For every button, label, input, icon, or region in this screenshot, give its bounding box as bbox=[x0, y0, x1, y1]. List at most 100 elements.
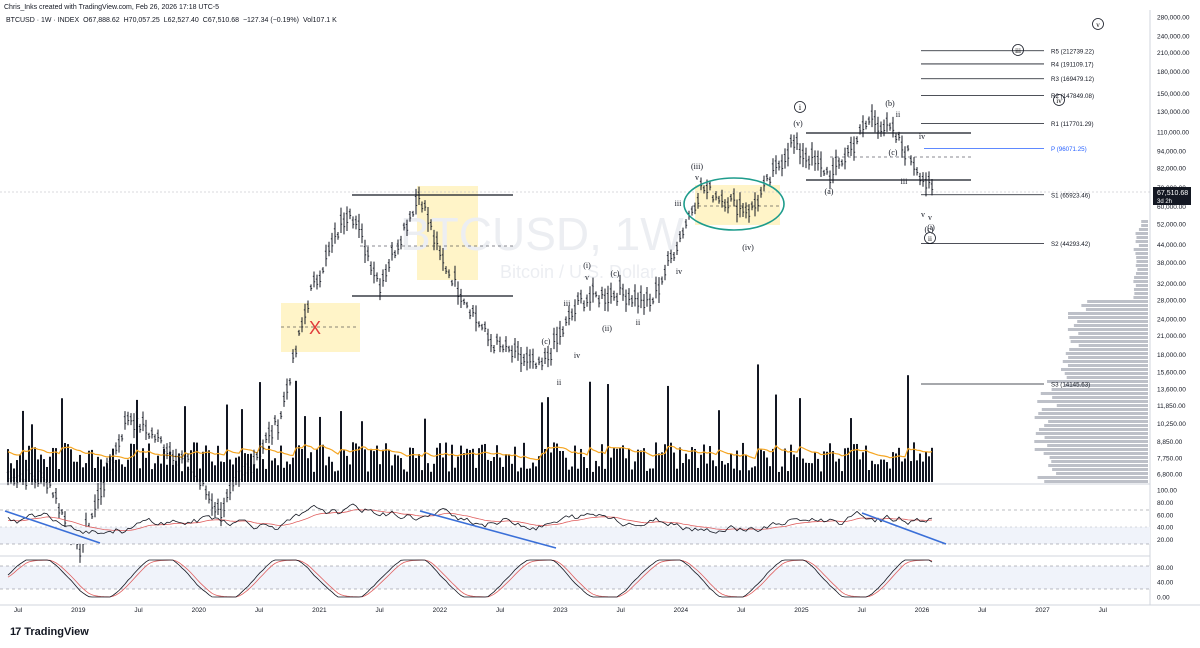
time-axis-tick: 2023 bbox=[553, 607, 568, 614]
volume-bar bbox=[904, 458, 906, 482]
volume-bar bbox=[403, 469, 405, 482]
volume-bar bbox=[571, 466, 573, 482]
volume-profile-row bbox=[1047, 380, 1148, 383]
rsi-axis-tick: 40.00 bbox=[1157, 525, 1174, 532]
price-axis-tick: 130,000.00 bbox=[1157, 109, 1190, 116]
volume-profile-row bbox=[1135, 284, 1148, 287]
volume-bar bbox=[343, 450, 345, 482]
volume-bar bbox=[478, 448, 480, 482]
wave-label: (c) bbox=[611, 269, 620, 278]
time-axis-tick: 2020 bbox=[192, 607, 207, 614]
volume-bar bbox=[160, 463, 162, 482]
volume-bar bbox=[736, 450, 738, 482]
volume-bar bbox=[133, 444, 135, 482]
volume-bar bbox=[838, 458, 840, 482]
volume-bar bbox=[706, 463, 708, 482]
volume-bar bbox=[19, 454, 21, 482]
volume-bar bbox=[370, 448, 372, 482]
volume-profile-row bbox=[1043, 452, 1148, 455]
svg-text:i: i bbox=[799, 103, 802, 112]
price-axis-tick: 13,600.00 bbox=[1157, 386, 1186, 393]
volume-bar bbox=[796, 457, 798, 482]
chart-credit: Chris_Inks created with TradingView.com,… bbox=[4, 4, 220, 11]
rsi-trendline[interactable] bbox=[419, 510, 557, 549]
time-axis-tick: 2025 bbox=[794, 607, 809, 614]
volume-bar bbox=[100, 459, 102, 482]
volume-bar bbox=[892, 452, 894, 482]
volume-bar bbox=[592, 471, 594, 482]
stoch-band bbox=[0, 566, 1150, 589]
time-axis[interactable]: Jul 2019 Jul 2020 Jul 2021 Jul 2022 Jul 2023 Jul 20… bbox=[14, 607, 1108, 614]
price-axis[interactable]: 280,000.00 240,000.00 210,000.00 180,000.00… bbox=[1157, 15, 1190, 479]
volume-bar bbox=[820, 471, 822, 482]
volume-profile-row bbox=[1137, 268, 1148, 271]
volume-bar bbox=[787, 471, 789, 482]
tradingview-brand[interactable]: 17 TradingView bbox=[10, 626, 89, 638]
price-axis-tick: 6,800.00 bbox=[1157, 472, 1183, 479]
wave-label: (c) bbox=[925, 225, 934, 234]
time-axis-tick: 2021 bbox=[312, 607, 327, 614]
volume-bar bbox=[136, 399, 138, 482]
volume-bar bbox=[358, 446, 360, 482]
volume-profile-row bbox=[1135, 264, 1148, 267]
rsi-trendline[interactable] bbox=[861, 512, 947, 545]
volume-bar bbox=[931, 447, 933, 482]
volume-bar bbox=[649, 468, 651, 482]
rsi-band bbox=[0, 527, 1150, 544]
volume-bar bbox=[373, 451, 375, 482]
volume-profile-row bbox=[1052, 468, 1148, 471]
volume-bar bbox=[862, 452, 864, 482]
volume-profile-row bbox=[1133, 280, 1148, 283]
volume-bar bbox=[700, 454, 702, 482]
volume-bar bbox=[847, 447, 849, 482]
pivot-label: S2 (44293.42) bbox=[1051, 241, 1090, 248]
volume-bar bbox=[889, 468, 891, 482]
volume-profile-row bbox=[1051, 460, 1148, 463]
wave-label: v bbox=[928, 213, 932, 222]
volume-bar bbox=[352, 442, 354, 482]
volume-profile-row bbox=[1068, 312, 1148, 315]
volume-bar bbox=[115, 459, 117, 482]
volume-profile-row bbox=[1065, 352, 1148, 355]
volume-bar bbox=[724, 464, 726, 482]
volume-profile-row bbox=[1056, 404, 1148, 407]
volume-bar bbox=[511, 463, 513, 482]
volume-bar bbox=[907, 375, 909, 482]
volume-bar bbox=[628, 448, 630, 482]
volume-bar bbox=[394, 454, 396, 482]
wave-label: v bbox=[695, 173, 699, 182]
legend-symbol[interactable]: BTCUSD · 1W · INDEX bbox=[6, 17, 80, 24]
volume-bar bbox=[28, 445, 30, 482]
volume-profile-row bbox=[1135, 240, 1148, 243]
rsi-trendline[interactable] bbox=[4, 510, 101, 544]
volume-bar bbox=[307, 458, 309, 482]
volume-bar bbox=[169, 451, 171, 482]
volume-bar bbox=[400, 458, 402, 482]
rsi-axis-tick: 100.00 bbox=[1157, 488, 1177, 495]
svg-text:iv: iv bbox=[1056, 97, 1062, 105]
volume-bar bbox=[676, 468, 678, 482]
volume-bar bbox=[748, 470, 750, 482]
watermark-name: Bitcoin / U.S. Dollar bbox=[500, 262, 656, 282]
highlight-box bbox=[417, 186, 478, 280]
stoch-axis[interactable]: 80.00 40.00 0.00 bbox=[1157, 565, 1174, 602]
consolidation-ellipse[interactable] bbox=[683, 177, 785, 231]
volume-profile-row bbox=[1061, 368, 1148, 371]
volume-bar bbox=[658, 453, 660, 482]
pivot-label: R5 (212739.22) bbox=[1051, 48, 1094, 55]
volume-bar bbox=[742, 442, 744, 482]
volume-bar bbox=[265, 468, 267, 482]
volume-bar bbox=[190, 450, 192, 482]
volume-bar bbox=[262, 459, 264, 482]
time-axis-tick: Jul bbox=[375, 607, 384, 614]
volume-bar bbox=[835, 461, 837, 482]
rsi-axis[interactable]: 100.00 80.00 60.00 40.00 20.00 bbox=[1157, 488, 1177, 545]
volume-profile-row bbox=[1064, 372, 1148, 375]
volume-bar bbox=[586, 468, 588, 482]
volume-bar bbox=[775, 394, 777, 482]
volume-bar bbox=[451, 444, 453, 482]
volume-bar bbox=[16, 460, 18, 482]
price-axis-tick: 60,000.00 bbox=[1157, 204, 1186, 211]
wave-label: ii bbox=[896, 110, 901, 119]
